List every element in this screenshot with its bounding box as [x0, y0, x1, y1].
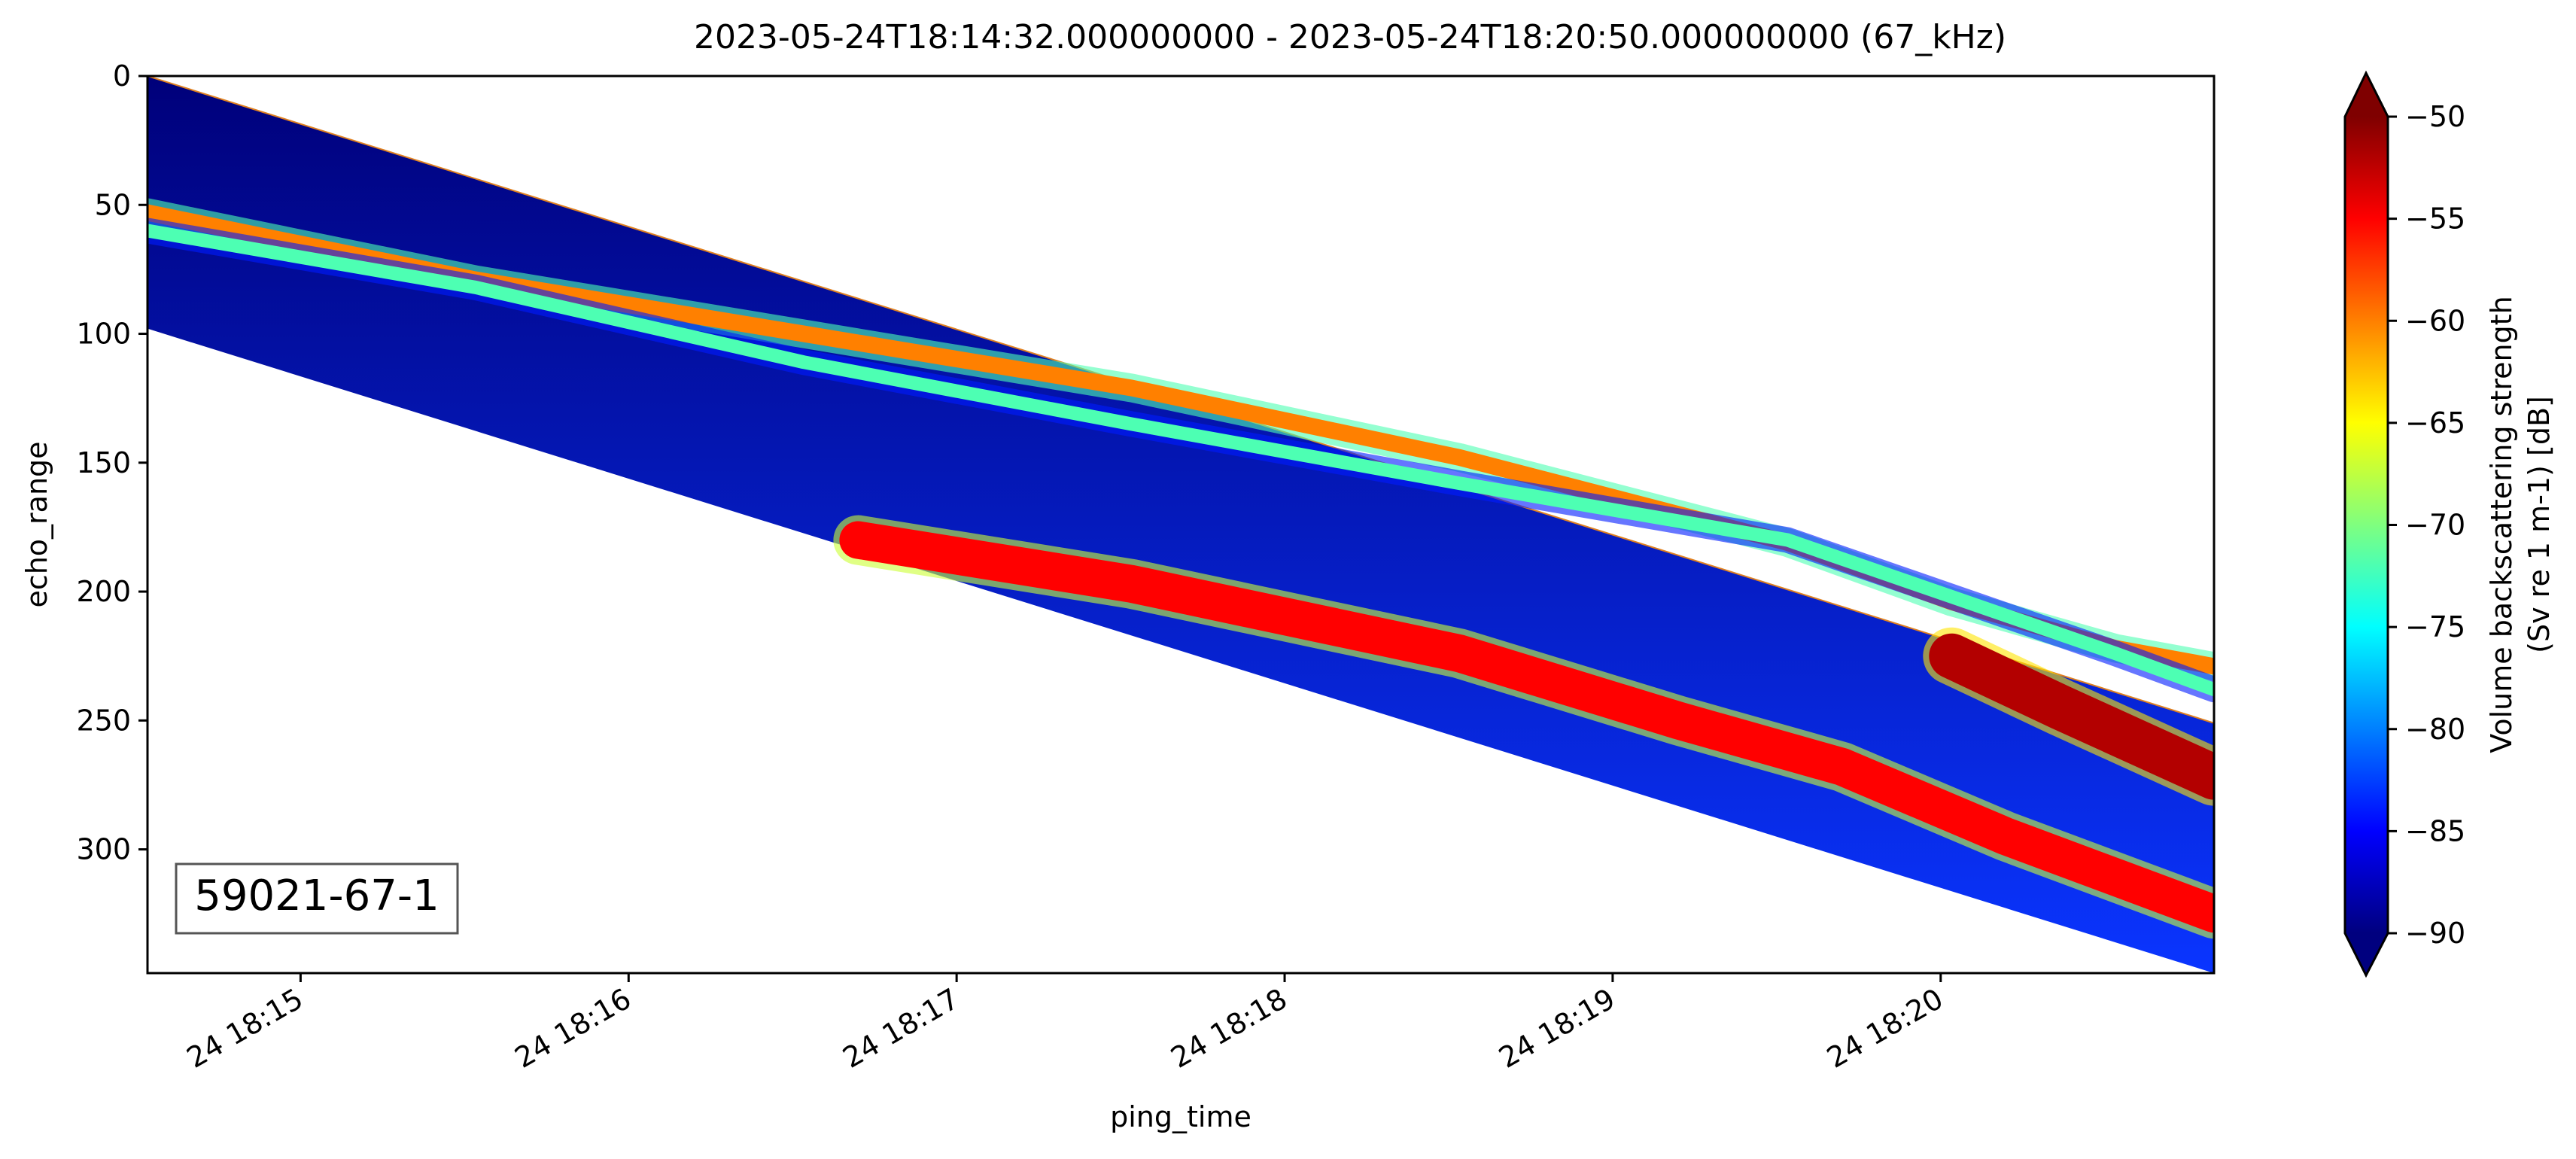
- y-axis-ticks: 0 50 100 150 200 250 300: [76, 59, 148, 866]
- data-swath: [148, 76, 2214, 973]
- colorbar-tick-label: −70: [2405, 509, 2465, 542]
- y-tick-label: 250: [76, 704, 131, 737]
- colorbar-tick-label: −85: [2405, 814, 2465, 847]
- colorbar-tick-label: −55: [2405, 202, 2465, 236]
- layer-line: [148, 224, 2214, 697]
- plot-content: [148, 76, 2214, 973]
- chart-title: 2023-05-24T18:14:32.000000000 - 2023-05-…: [694, 18, 2006, 56]
- colorbar-extend-max: [2345, 73, 2388, 117]
- x-tick-label: 24 18:19: [1493, 982, 1620, 1075]
- layer-line: [1929, 633, 2214, 800]
- x-axis-ticks: 24 18:15 24 18:16 24 18:17 24 18:18 24 18:19…: [181, 973, 1948, 1075]
- layer-line: [839, 521, 2214, 933]
- x-tick-label: 24 18:18: [1165, 982, 1292, 1075]
- x-tick-label: 24 18:17: [837, 982, 964, 1075]
- y-tick-label: 100: [76, 318, 131, 351]
- annotation-box: 59021-67-1: [175, 862, 459, 935]
- y-tick-label: 200: [76, 575, 131, 608]
- y-tick-label: 150: [76, 446, 131, 479]
- colorbar-extend-min: [2345, 933, 2388, 975]
- colorbar-tick-label: −65: [2405, 406, 2465, 440]
- x-tick-label: 24 18:20: [1821, 982, 1948, 1075]
- x-tick-label: 24 18:15: [181, 982, 309, 1075]
- colorbar-ticks: −50 −55 −60 −65 −70 −75 −80 −85 −90: [2388, 100, 2465, 950]
- colorbar-tick-label: −60: [2405, 304, 2465, 337]
- x-tick-label: 24 18:16: [509, 982, 637, 1075]
- plot-area: [146, 75, 2216, 975]
- y-tick-label: 300: [76, 833, 131, 866]
- colorbar-tick-label: −75: [2405, 610, 2465, 643]
- colorbar-tick-label: −80: [2405, 713, 2465, 746]
- colorbar-label-line2: (Sv re 1 m-1) [dB]: [2523, 396, 2556, 653]
- colorbar-body: [2345, 117, 2388, 933]
- annotation-text: 59021-67-1: [194, 872, 439, 920]
- y-tick-label: 0: [113, 59, 131, 93]
- colorbar-tick-label: −50: [2405, 100, 2465, 133]
- y-tick-label: 50: [95, 188, 131, 221]
- y-axis-label: echo_range: [20, 441, 53, 607]
- colorbar-label-line1: Volume backscattering strength: [2485, 296, 2518, 753]
- colorbar-tick-label: −90: [2405, 917, 2465, 950]
- x-axis-label: ping_time: [1110, 1100, 1252, 1133]
- colorbar: −50 −55 −60 −65 −70 −75 −80 −85 −90 Volume backs…: [2343, 70, 2556, 978]
- plot-frame: [146, 75, 2216, 975]
